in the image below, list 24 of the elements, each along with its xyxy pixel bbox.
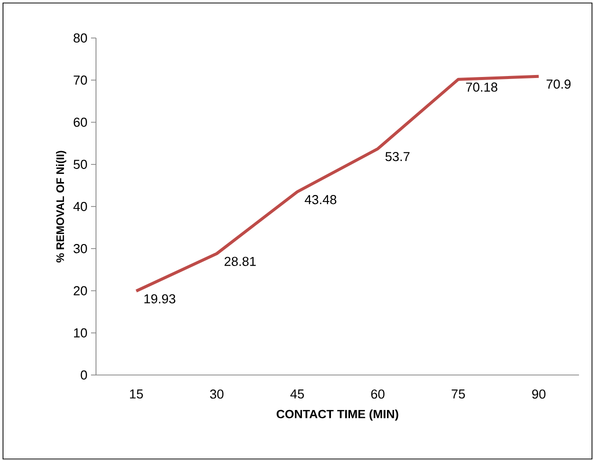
y-tick-label: 40 bbox=[73, 202, 87, 212]
data-label: 19.93 bbox=[144, 294, 176, 304]
line-series bbox=[134, 74, 540, 293]
y-tick-label: 30 bbox=[74, 244, 87, 254]
y-tick-label: 80 bbox=[74, 33, 87, 43]
y-tick-label: 10 bbox=[74, 328, 87, 338]
x-tick-label: 75 bbox=[452, 390, 465, 399]
data-label: 70.18 bbox=[466, 82, 498, 92]
x-tick-label: 15 bbox=[130, 390, 143, 399]
data-label: 43.48 bbox=[304, 195, 336, 204]
data-label: 70.9 bbox=[546, 80, 571, 89]
y-axis-title: % REMOVAL OF Ni(II) bbox=[56, 150, 66, 262]
data-label: 28.81 bbox=[224, 256, 256, 266]
x-tick-label: 45 bbox=[290, 390, 304, 399]
x-tick-label: 90 bbox=[532, 390, 546, 399]
y-tick-label: 60 bbox=[74, 118, 87, 127]
y-tick-label: 0 bbox=[80, 370, 87, 380]
data-label: 53.7 bbox=[385, 152, 410, 162]
y-tick-label: 70 bbox=[74, 76, 87, 85]
x-tick-label: 60 bbox=[371, 390, 384, 399]
x-axis-title: CONTACT TIME (MIN) bbox=[276, 410, 398, 421]
y-tick-label: 50 bbox=[74, 160, 87, 169]
x-tick-label: 30 bbox=[210, 390, 224, 399]
y-tick-label: 20 bbox=[74, 286, 87, 296]
